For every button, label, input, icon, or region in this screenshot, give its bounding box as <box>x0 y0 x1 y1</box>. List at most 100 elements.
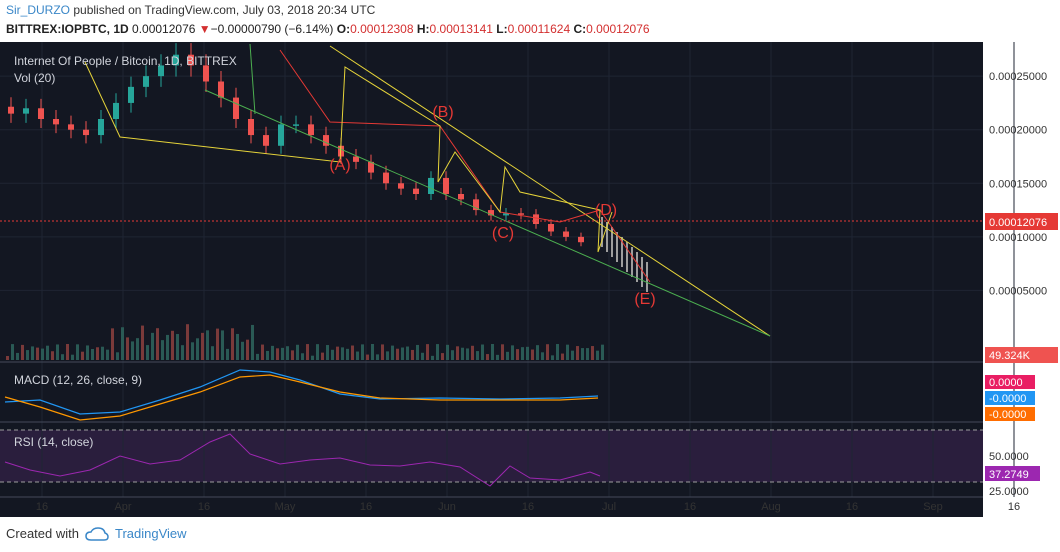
volume-bar <box>471 345 474 360</box>
volume-bar <box>561 353 564 360</box>
publish-line: Sir_DURZO published on TradingView.com, … <box>6 3 375 17</box>
volume-bar <box>301 353 304 360</box>
last-price: 0.00012076 <box>132 22 196 36</box>
volume-bar <box>26 350 29 360</box>
time-tick: Aug <box>761 501 781 513</box>
volume-bar <box>31 346 34 360</box>
candle-body <box>23 108 29 114</box>
volume-bar <box>36 347 39 360</box>
time-tick: Sep <box>923 501 943 513</box>
candle-body <box>353 156 359 162</box>
volume-bar <box>211 346 214 360</box>
open-value: 0.00012308 <box>350 22 414 36</box>
lower-trendline[interactable] <box>204 89 771 337</box>
candle-body <box>308 124 314 136</box>
volume-bar <box>241 341 244 360</box>
candle-body <box>533 214 539 224</box>
volume-bar <box>291 350 294 360</box>
volume-bar <box>511 345 514 360</box>
time-tick: 16 <box>360 501 372 513</box>
candle-body <box>563 231 569 237</box>
volume-bar <box>386 351 389 360</box>
wave-label: (B) <box>432 104 453 121</box>
volume-bar <box>601 344 604 360</box>
candle-body <box>323 135 329 146</box>
volume-bar <box>456 346 459 360</box>
candle-body <box>218 81 224 98</box>
candle-body <box>203 65 209 82</box>
candle-body <box>158 65 164 77</box>
wave-label: (C) <box>492 225 514 242</box>
macd-line <box>4 369 599 415</box>
volume-bar <box>256 353 259 360</box>
tradingview-link[interactable]: TradingView <box>114 526 187 541</box>
high-value: 0.00013141 <box>429 22 493 36</box>
rsi-line <box>4 433 601 487</box>
low-value: 0.00011624 <box>507 22 571 36</box>
volume-bar <box>271 345 274 360</box>
candle-body <box>128 86 134 103</box>
green-leg-1[interactable] <box>249 43 256 115</box>
chart-title: Internet Of People / Bitcoin, 1D, BITTRE… <box>14 54 237 68</box>
time-tick: 16 <box>36 501 48 513</box>
candle-body <box>233 97 239 119</box>
volume-bar <box>251 324 254 360</box>
volume-bar <box>21 344 24 360</box>
volume-bar <box>226 348 229 360</box>
rsi-tag: 37.2749 <box>989 469 1029 481</box>
candle-body <box>368 161 374 173</box>
volume-bar <box>486 354 489 360</box>
volume-bar <box>101 346 104 360</box>
volume-bar <box>131 341 134 360</box>
volume-bar <box>506 351 509 360</box>
candle-body <box>83 129 89 136</box>
volume-bar <box>51 351 54 360</box>
yellow-wave[interactable] <box>84 61 613 253</box>
author-link[interactable]: Sir_DURZO <box>6 3 71 17</box>
volume-bar <box>306 344 309 360</box>
volume-bar <box>376 354 379 360</box>
volume-bar <box>541 352 544 360</box>
volume-bar <box>356 351 359 360</box>
candle-body <box>98 119 104 136</box>
candle-body <box>278 124 284 146</box>
volume-bar <box>166 334 169 360</box>
candle-body <box>578 236 584 243</box>
volume-bar <box>216 328 219 360</box>
volume-bar <box>196 338 199 360</box>
volume-bar <box>466 348 469 360</box>
candle-body <box>428 177 434 194</box>
created-with-label: Created with <box>6 526 79 541</box>
candle-body <box>38 108 44 119</box>
volume-bar <box>76 344 79 360</box>
volume-bar <box>591 346 594 360</box>
volume-bar <box>431 355 434 360</box>
trading-chart[interactable]: (A) (B) (C) (D) (E) Internet Of People / Bit… <box>0 42 1060 522</box>
ohlc-line: BITTREX:IOPBTC, 1D 0.00012076 ▼−0.000007… <box>6 22 650 36</box>
volume-bar <box>426 344 429 360</box>
macd-label: MACD (12, 26, close, 9) <box>14 373 142 387</box>
candle-body <box>518 213 524 215</box>
volume-bar <box>176 334 179 360</box>
volume-bar <box>151 332 154 360</box>
volume-bar <box>201 332 204 360</box>
candle-body <box>503 213 509 216</box>
candle-body <box>458 194 464 200</box>
time-tick: Jun <box>438 501 456 513</box>
close-label: C: <box>573 22 587 36</box>
volume-bar <box>496 354 499 360</box>
high-label: H: <box>416 22 430 36</box>
last-price-tag: 0.00012076 <box>989 217 1047 229</box>
price-tick: 0.00020000 <box>989 125 1047 137</box>
volume-bar <box>206 330 209 360</box>
volume-bar <box>181 345 184 360</box>
upper-trendline[interactable] <box>329 45 771 337</box>
candle-body <box>143 76 149 87</box>
volume-bar <box>371 344 374 360</box>
volume-bar <box>441 353 444 360</box>
volume-bar <box>16 352 19 360</box>
volume-bar <box>416 344 419 360</box>
tradingview-cloud-icon <box>85 526 109 541</box>
volume-bar <box>526 346 529 360</box>
volume-bar <box>461 347 464 360</box>
